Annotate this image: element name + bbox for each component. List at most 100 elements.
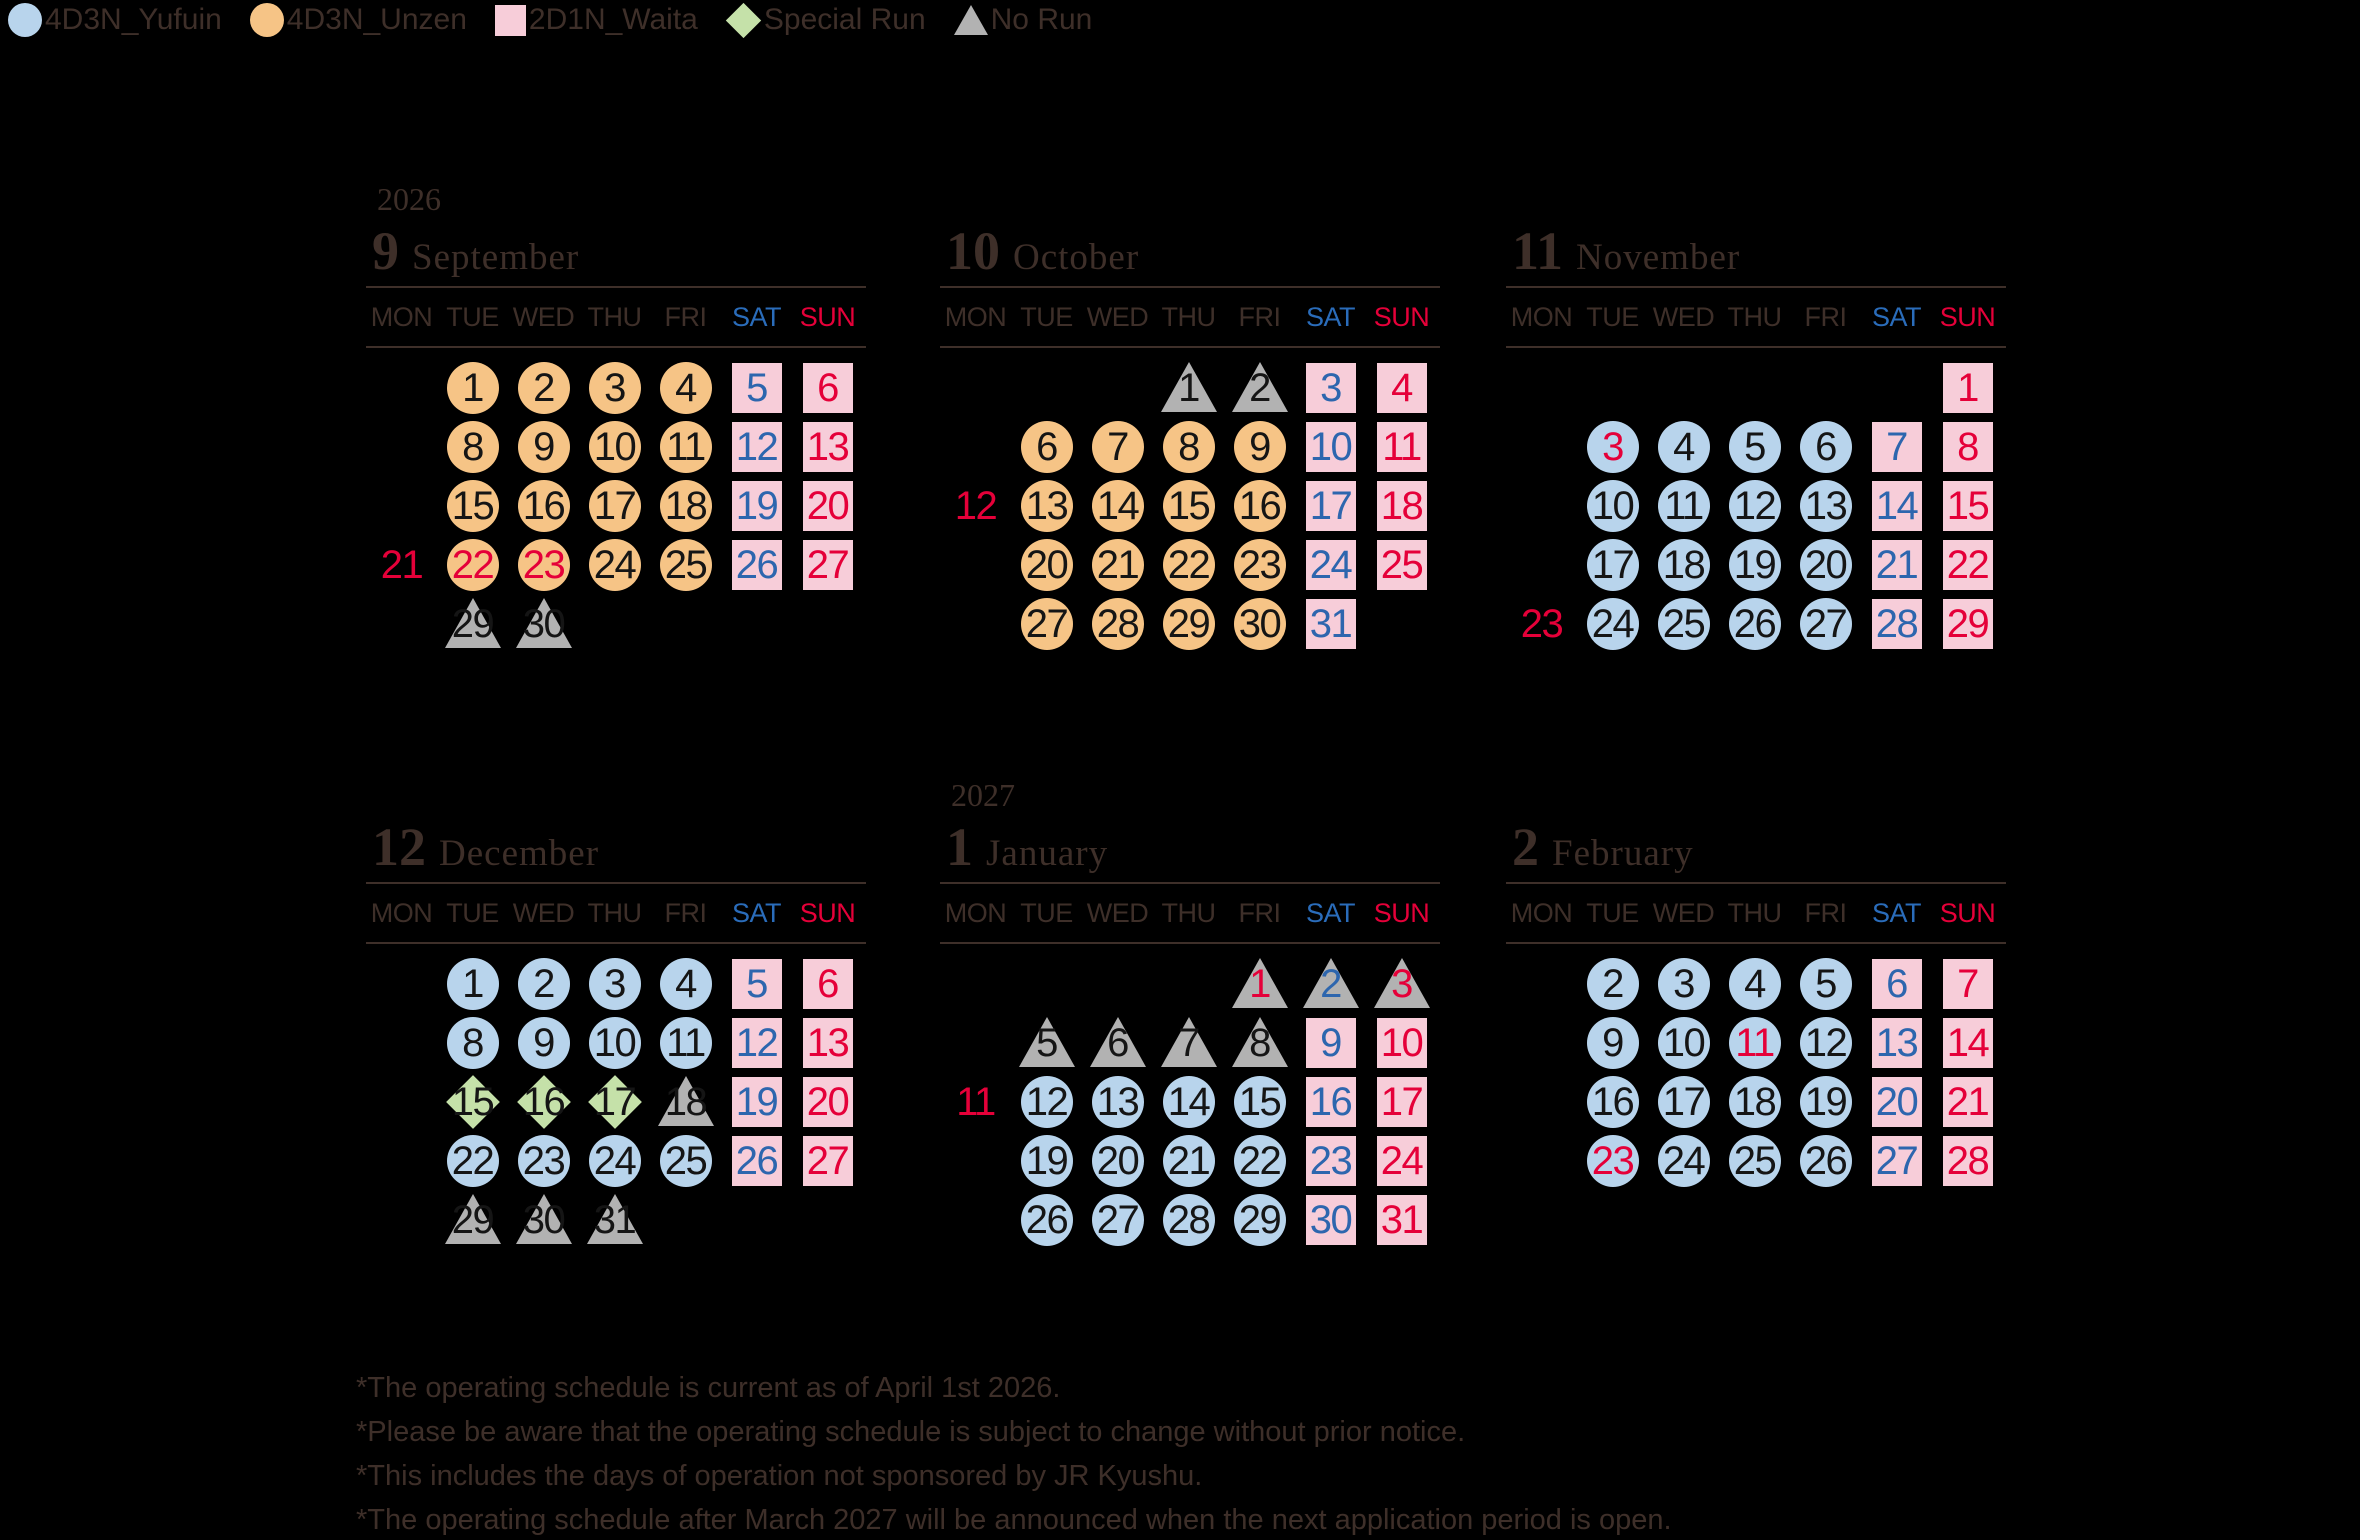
unzen-circle-icon	[517, 361, 570, 414]
empty-cell	[366, 358, 437, 417]
day-number: 22	[451, 542, 495, 587]
yufuin-circle-icon	[1586, 1016, 1639, 1069]
waita-square-icon	[802, 421, 853, 472]
weekday-header: MON TUE WED THU FRI SAT SUN	[1506, 288, 2003, 346]
day-number: 1	[462, 365, 484, 410]
empty-cell	[1082, 358, 1153, 417]
weekday-sat: SAT	[1305, 897, 1356, 928]
day-number: 21	[1096, 542, 1140, 587]
yufuin-circle-icon	[1586, 1075, 1639, 1128]
day-number: 28	[1946, 1138, 1990, 1183]
day-number: 12	[1025, 1079, 1069, 1124]
day-october-8: 8	[1153, 417, 1224, 476]
yufuin-circle-icon	[1728, 420, 1781, 473]
unzen-circle-icon	[1162, 597, 1215, 650]
day-october-20: 20	[1011, 535, 1082, 594]
day-january-23: 23	[1295, 1131, 1366, 1190]
day-november-8: 8	[1932, 417, 2003, 476]
day-number: 5	[1815, 961, 1837, 1006]
weekday-header: MON TUE WED THU FRI SAT SUN	[940, 884, 1437, 942]
day-october-9: 9	[1224, 417, 1295, 476]
yufuin-circle-icon	[1233, 1193, 1286, 1246]
day-number: 15	[1238, 1079, 1282, 1124]
unzen-circle-icon	[1162, 538, 1215, 591]
day-december-27: 27	[792, 1131, 863, 1190]
no-run-triangle-icon	[444, 597, 501, 648]
legend: 4D3N_Yufuin 4D3N_Unzen 2D1N_Waita Specia…	[8, 2, 1092, 38]
day-february-7: 7	[1932, 954, 2003, 1013]
title-divider	[366, 286, 866, 288]
yufuin-circle-icon	[659, 957, 712, 1010]
day-november-11: 11	[1648, 476, 1719, 535]
day-january-7: 7	[1153, 1013, 1224, 1072]
day-number: 22	[451, 1138, 495, 1183]
day-september-12: 12	[721, 417, 792, 476]
day-october-11: 11	[1366, 417, 1437, 476]
yufuin-circle-icon	[659, 1134, 712, 1187]
day-number: 12	[735, 1020, 779, 1065]
day-september-8: 8	[437, 417, 508, 476]
day-number: 1	[1178, 365, 1200, 410]
empty-cell	[366, 594, 437, 653]
yufuin-circle-icon	[1657, 957, 1710, 1010]
empty-cell	[366, 1013, 437, 1072]
yufuin-circle-icon	[1162, 1134, 1215, 1187]
day-number: 26	[1733, 601, 1777, 646]
day-number: 5	[746, 365, 768, 410]
waita-square-icon	[731, 1135, 782, 1186]
day-number: 9	[1320, 1020, 1342, 1065]
no-run-triangle-icon	[515, 1193, 572, 1244]
month-february: 2 February MON TUE WED THU FRI SAT SUN 2 3 4 5 6 7 9 10 1…	[1506, 778, 2006, 1298]
unzen-circle-icon	[1233, 538, 1286, 591]
month-title: 11 November	[1512, 220, 1740, 282]
weekday-wed: WED	[1086, 301, 1149, 332]
day-december-20: 20	[792, 1072, 863, 1131]
day-number: 5	[1744, 424, 1766, 469]
day-number: 31	[1309, 601, 1353, 646]
waita-square-icon	[1305, 1017, 1356, 1068]
day-february-4: 4	[1719, 954, 1790, 1013]
weekday-header: MON TUE WED THU FRI SAT SUN	[366, 884, 863, 942]
day-february-19: 19	[1790, 1072, 1861, 1131]
legend-label-yufuin: 4D3N_Yufuin	[45, 3, 222, 36]
day-february-10: 10	[1648, 1013, 1719, 1072]
month-january: 2027 1 January MON TUE WED THU FRI SAT SUN 1 2 3 5 6 7 8…	[940, 778, 1440, 1298]
unzen-circle-icon	[659, 538, 712, 591]
waita-square-icon	[1871, 1017, 1922, 1068]
empty-cell	[366, 476, 437, 535]
weekday-sun: SUN	[799, 301, 856, 332]
day-number: 3	[604, 365, 626, 410]
day-number: 1	[1957, 365, 1979, 410]
waita-square-icon	[1376, 480, 1427, 531]
yufuin-circle-icon	[1799, 1016, 1852, 1069]
day-december-31: 31	[579, 1190, 650, 1249]
waita-square-icon	[1871, 1076, 1922, 1127]
weekday-thu: THU	[587, 897, 643, 928]
day-january-28: 28	[1153, 1190, 1224, 1249]
waita-square-icon	[731, 958, 782, 1009]
waita-square-icon	[1305, 1076, 1356, 1127]
day-number: 2	[533, 365, 555, 410]
day-number: 25	[1380, 542, 1424, 587]
day-number: 17	[1309, 483, 1353, 528]
weekday-tue: TUE	[1586, 897, 1639, 928]
day-number: 13	[1875, 1020, 1919, 1065]
weekday-sat: SAT	[1871, 301, 1922, 332]
title-divider	[1506, 286, 2006, 288]
day-number: 10	[1662, 1020, 1706, 1065]
day-number: 14	[1167, 1079, 1211, 1124]
day-number: 31	[1380, 1197, 1424, 1242]
day-january-20: 20	[1082, 1131, 1153, 1190]
day-january-31: 31	[1366, 1190, 1437, 1249]
day-january-22: 22	[1224, 1131, 1295, 1190]
day-january-24: 24	[1366, 1131, 1437, 1190]
day-number: 20	[1804, 542, 1848, 587]
empty-cell	[792, 1190, 863, 1249]
year-label: 2027	[951, 777, 1015, 813]
month-number: 9	[372, 221, 399, 281]
day-number: 3	[604, 961, 626, 1006]
empty-cell	[1790, 358, 1861, 417]
waita-square-icon	[1942, 539, 1993, 590]
day-september-29: 29	[437, 594, 508, 653]
day-number: 27	[1025, 601, 1069, 646]
